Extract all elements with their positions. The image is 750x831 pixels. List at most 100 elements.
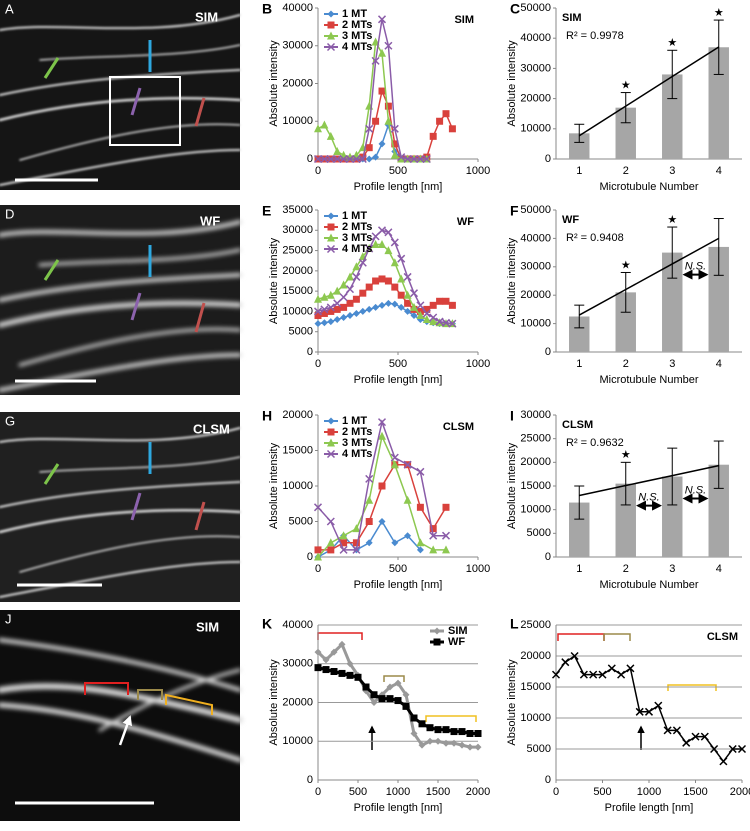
legend-marker bbox=[433, 638, 441, 646]
marker bbox=[422, 309, 431, 318]
marker bbox=[466, 743, 474, 751]
marker bbox=[423, 305, 431, 313]
y-tick-label: 20000 bbox=[520, 289, 551, 301]
marker bbox=[402, 691, 410, 699]
y-tick-label: 30000 bbox=[282, 40, 313, 52]
legend-marker bbox=[327, 428, 335, 436]
marker bbox=[416, 154, 425, 164]
marker bbox=[728, 744, 737, 754]
bracket bbox=[84, 682, 129, 695]
trend-line bbox=[578, 46, 720, 137]
legend-label: 3 MTs bbox=[342, 232, 372, 244]
micrograph bbox=[0, 412, 240, 602]
x-axis-label: Profile length [nm] bbox=[354, 579, 443, 591]
marker bbox=[436, 297, 444, 305]
marker bbox=[635, 707, 644, 716]
marker bbox=[598, 670, 607, 679]
marker bbox=[402, 702, 410, 710]
marker bbox=[314, 664, 322, 672]
marker bbox=[339, 280, 348, 289]
x-tick-label: 4 bbox=[716, 563, 722, 575]
x-tick-label: 1 bbox=[576, 563, 582, 575]
marker bbox=[365, 124, 374, 133]
x-tick-label: 2000 bbox=[730, 786, 750, 798]
marker bbox=[384, 246, 393, 255]
error-bar bbox=[667, 49, 678, 100]
x-tick-label: 1 bbox=[576, 165, 582, 177]
marker bbox=[327, 318, 335, 326]
marker bbox=[330, 648, 338, 656]
marker bbox=[362, 683, 370, 691]
legend-label: 2 MTs bbox=[342, 221, 372, 233]
r-squared: R² = 0.9978 bbox=[566, 30, 624, 42]
legend-marker bbox=[327, 31, 335, 40]
marker bbox=[682, 738, 691, 747]
panel-letter: I bbox=[510, 408, 514, 424]
y-tick-label: 50000 bbox=[520, 2, 551, 14]
significance: ★ bbox=[667, 37, 677, 49]
marker bbox=[397, 291, 405, 299]
marker bbox=[352, 154, 361, 164]
marker bbox=[410, 311, 418, 319]
y-tick-label: 0 bbox=[545, 153, 551, 165]
bar bbox=[615, 107, 636, 159]
marker bbox=[442, 726, 450, 734]
legend-label: 1 MT bbox=[342, 210, 367, 222]
marker bbox=[429, 132, 437, 140]
marker bbox=[346, 660, 354, 668]
marker bbox=[418, 720, 426, 728]
marker bbox=[448, 319, 457, 328]
y-tick-label: 30000 bbox=[520, 261, 551, 273]
legend-label: SIM bbox=[448, 625, 468, 637]
panel-letter: E bbox=[262, 203, 271, 219]
x-tick-label: 3 bbox=[669, 563, 675, 575]
bracket bbox=[603, 633, 631, 641]
marker bbox=[422, 315, 431, 324]
marker bbox=[320, 154, 329, 164]
x-axis-label: Microtubule Number bbox=[599, 579, 698, 591]
y-axis-label: Absolute intensity bbox=[506, 40, 518, 127]
y-axis-label: Absolute intensity bbox=[506, 442, 518, 529]
ns-label: N.S. bbox=[685, 261, 706, 273]
marker bbox=[314, 124, 322, 133]
y-axis-label: Absolute intensity bbox=[506, 659, 518, 746]
y-tick-label: 0 bbox=[545, 774, 551, 786]
x-axis-label: Microtubule Number bbox=[599, 181, 698, 193]
legend-label: 1 MT bbox=[342, 8, 367, 20]
marker bbox=[358, 154, 367, 164]
marker bbox=[434, 737, 442, 745]
marker bbox=[352, 309, 360, 317]
marker bbox=[333, 299, 342, 308]
y-tick-label: 0 bbox=[307, 153, 313, 165]
marker bbox=[358, 258, 367, 267]
bar bbox=[615, 483, 636, 557]
profile-line bbox=[194, 97, 206, 127]
x-tick-label: 2000 bbox=[466, 786, 490, 798]
marker bbox=[378, 695, 386, 703]
significance: ★ bbox=[667, 214, 677, 226]
marker bbox=[365, 305, 373, 313]
profile-line bbox=[194, 302, 206, 333]
y-tick-label: 25000 bbox=[520, 433, 551, 445]
marker bbox=[352, 272, 361, 281]
x-tick-label: 0 bbox=[553, 786, 559, 798]
marker bbox=[397, 274, 406, 283]
fibers bbox=[0, 427, 242, 598]
y-tick-label: 40000 bbox=[282, 619, 313, 631]
y-tick-label: 5000 bbox=[527, 743, 551, 755]
image-label: WF bbox=[200, 213, 220, 228]
marker bbox=[390, 460, 399, 469]
marker bbox=[320, 309, 328, 317]
marker bbox=[403, 290, 412, 299]
marker bbox=[365, 155, 373, 163]
micrograph bbox=[0, 610, 240, 821]
marker bbox=[333, 305, 341, 313]
marker bbox=[365, 283, 373, 291]
legend-marker bbox=[327, 223, 335, 231]
y-tick-label: 20000 bbox=[520, 456, 551, 468]
arrow bbox=[118, 715, 133, 746]
marker bbox=[617, 670, 626, 679]
x-tick-label: 4 bbox=[716, 165, 722, 177]
x-tick-label: 1000 bbox=[637, 786, 661, 798]
